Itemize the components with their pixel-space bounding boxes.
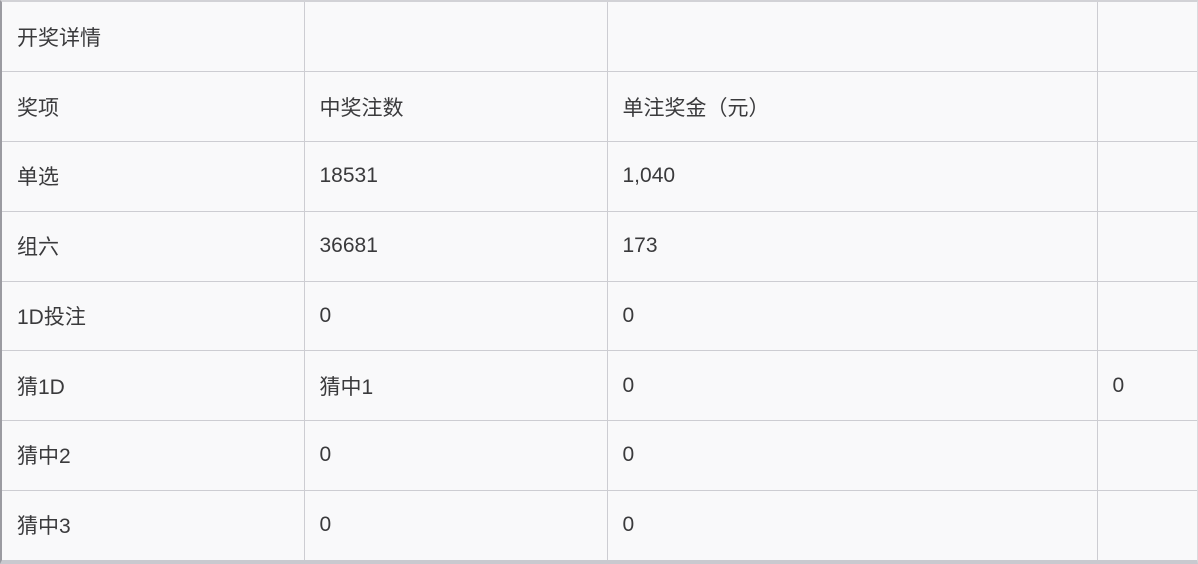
cell-extra — [1096, 280, 1197, 352]
table-title: 开奖详情 — [2, 2, 305, 73]
header-row: 奖项 中奖注数 单注奖金（元） — [2, 71, 1197, 142]
cell-winning-bets: 0 — [303, 280, 608, 352]
cell-extra — [1096, 210, 1197, 282]
empty-cell — [606, 2, 1098, 73]
empty-cell — [1096, 2, 1197, 73]
table-row: 组六 36681 173 — [2, 210, 1197, 282]
cell-winning-bets: 36681 — [303, 210, 608, 282]
cell-winning-bets: 18531 — [303, 141, 608, 212]
table-row: 猜1D 猜中1 0 0 — [2, 350, 1197, 421]
cell-winning-bets: 0 — [303, 420, 608, 491]
cell-prize-name: 1D投注 — [2, 280, 305, 352]
cell-extra — [1096, 141, 1197, 212]
cell-extra — [1096, 489, 1197, 560]
cell-winning-bets: 0 — [303, 489, 608, 560]
cell-prize-name: 单选 — [2, 141, 305, 212]
title-row: 开奖详情 — [2, 2, 1197, 73]
cell-extra: 0 — [1096, 350, 1197, 421]
cell-extra — [1096, 420, 1197, 491]
column-header-bets: 中奖注数 — [303, 71, 608, 142]
cell-prize-amount: 1,040 — [606, 141, 1098, 212]
cell-prize-amount: 0 — [606, 280, 1098, 352]
cell-prize-name: 组六 — [2, 210, 305, 282]
empty-cell — [303, 2, 608, 73]
table-row: 1D投注 0 0 — [2, 280, 1197, 352]
cell-prize-amount: 0 — [606, 420, 1098, 491]
column-header-extra — [1096, 71, 1197, 142]
cell-prize-name: 猜1D — [2, 350, 305, 421]
cell-prize-amount: 173 — [606, 210, 1098, 282]
table-row: 猜中2 0 0 — [2, 420, 1197, 491]
table-row: 单选 18531 1,040 — [2, 141, 1197, 212]
cell-winning-bets: 猜中1 — [303, 350, 608, 421]
cell-prize-amount: 0 — [606, 350, 1098, 421]
column-header-amount: 单注奖金（元） — [606, 71, 1098, 142]
column-header-prize: 奖项 — [2, 71, 305, 142]
table-row: 猜中3 0 0 — [2, 489, 1197, 560]
cell-prize-name: 猜中2 — [2, 420, 305, 491]
cell-prize-name: 猜中3 — [2, 489, 305, 560]
cell-prize-amount: 0 — [606, 489, 1098, 560]
